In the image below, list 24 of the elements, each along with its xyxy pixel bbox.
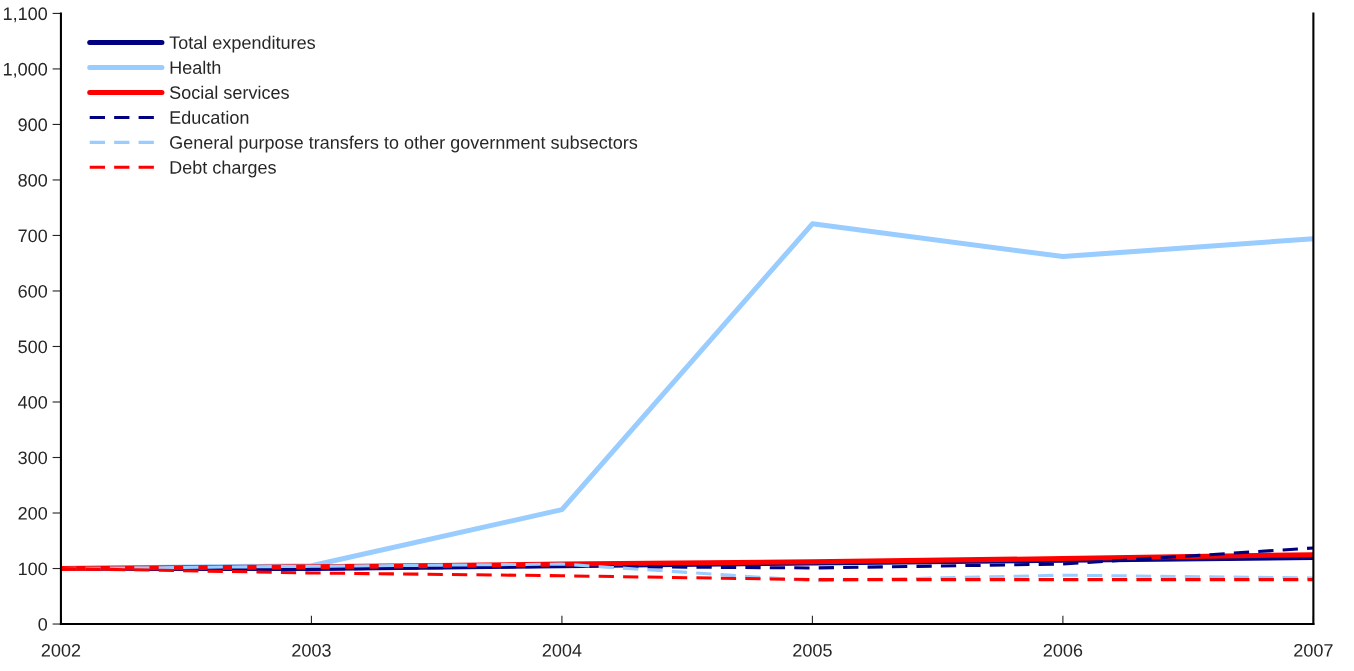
legend-label: Health: [170, 60, 221, 74]
y-tick-label: 1,000: [3, 62, 48, 78]
legend-label: Debt charges: [170, 160, 276, 178]
legend-label: Total expenditures: [169, 35, 316, 53]
y-tick-label: 100: [18, 562, 48, 576]
y-tick-label: 300: [18, 451, 48, 465]
y-tick-label: 1,100: [3, 7, 48, 23]
legend-label: Social services: [169, 85, 289, 99]
x-tick-label: 2006: [1043, 643, 1083, 657]
y-tick-label: 500: [18, 340, 48, 354]
x-tick-label: 2004: [542, 643, 582, 657]
x-tick-label: 2007: [1294, 643, 1333, 657]
y-tick-label: 600: [18, 284, 48, 298]
legend-label: General purpose transfers to other government subsectors: [170, 135, 638, 153]
legend-label: Education: [170, 110, 249, 124]
y-tick-label: 0: [38, 617, 48, 631]
x-tick-label: 2005: [793, 643, 832, 657]
y-tick-label: 200: [18, 506, 48, 520]
x-tick-label: 2002: [41, 643, 81, 657]
y-tick-label: 400: [18, 395, 48, 409]
y-tick-label: 800: [18, 173, 48, 187]
y-tick-label: 700: [18, 229, 48, 243]
x-tick-label: 2003: [292, 643, 331, 657]
y-tick-label: 900: [18, 118, 48, 132]
